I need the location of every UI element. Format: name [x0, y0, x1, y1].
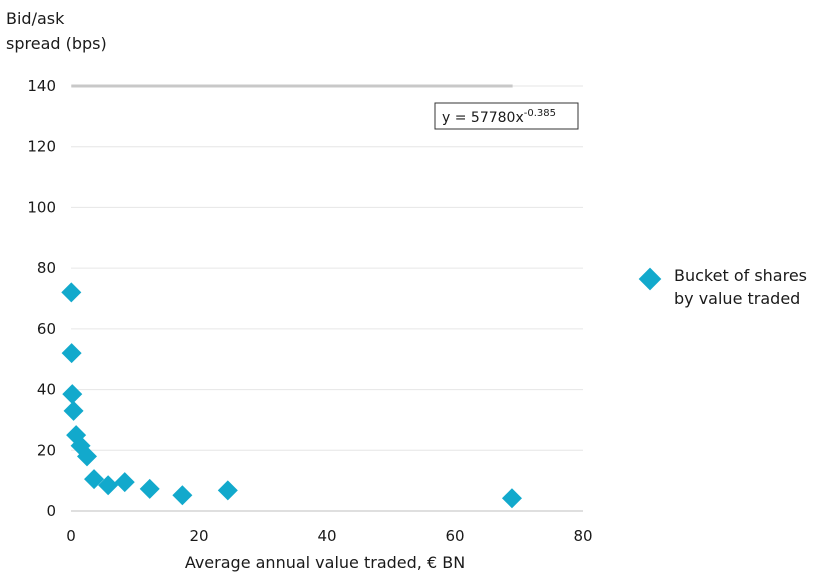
- x-tick-label: 80: [573, 527, 592, 545]
- y-tick-label: 120: [27, 138, 56, 156]
- y-axis-title-line-1: Bid/ask: [6, 9, 65, 28]
- legend-label-line-2: by value traded: [674, 289, 801, 308]
- x-tick-label: 0: [66, 527, 76, 545]
- y-tick-label: 60: [37, 320, 56, 338]
- data-point: [114, 472, 135, 493]
- data-point: [98, 475, 119, 496]
- x-tick-label: 60: [445, 527, 464, 545]
- data-point: [63, 400, 84, 421]
- y-axis-title-line-2: spread (bps): [6, 34, 107, 53]
- data-point: [77, 446, 97, 467]
- legend-label: Bucket of shares by value traded: [674, 264, 814, 310]
- x-tick-label: 20: [189, 527, 208, 545]
- y-tick-label: 0: [46, 502, 56, 520]
- data-point: [61, 343, 82, 364]
- trendline-equation-box: [434, 102, 579, 130]
- legend-label-line-1: Bucket of shares: [674, 266, 808, 285]
- y-tick-label: 20: [37, 441, 56, 459]
- trendline-equation: y = 57780x-0.385: [442, 108, 556, 126]
- x-axis-title: Average annual value traded, € BN: [184, 553, 466, 572]
- data-point: [217, 480, 238, 501]
- x-tick-label: 40: [317, 527, 336, 545]
- data-point: [172, 485, 193, 506]
- legend: Bucket of shares by value traded: [638, 264, 814, 310]
- y-tick-label: 40: [37, 381, 56, 399]
- data-point: [61, 282, 82, 303]
- data-point: [84, 469, 105, 490]
- y-tick-label: 80: [37, 259, 56, 277]
- y-axis-title: Bid/ask spread (bps): [6, 6, 107, 56]
- data-point: [139, 478, 160, 499]
- y-tick-label: 140: [27, 77, 56, 95]
- y-tick-label: 100: [27, 198, 56, 216]
- data-point: [501, 488, 522, 509]
- data-point: [62, 384, 83, 405]
- legend-diamond-icon: [638, 267, 662, 291]
